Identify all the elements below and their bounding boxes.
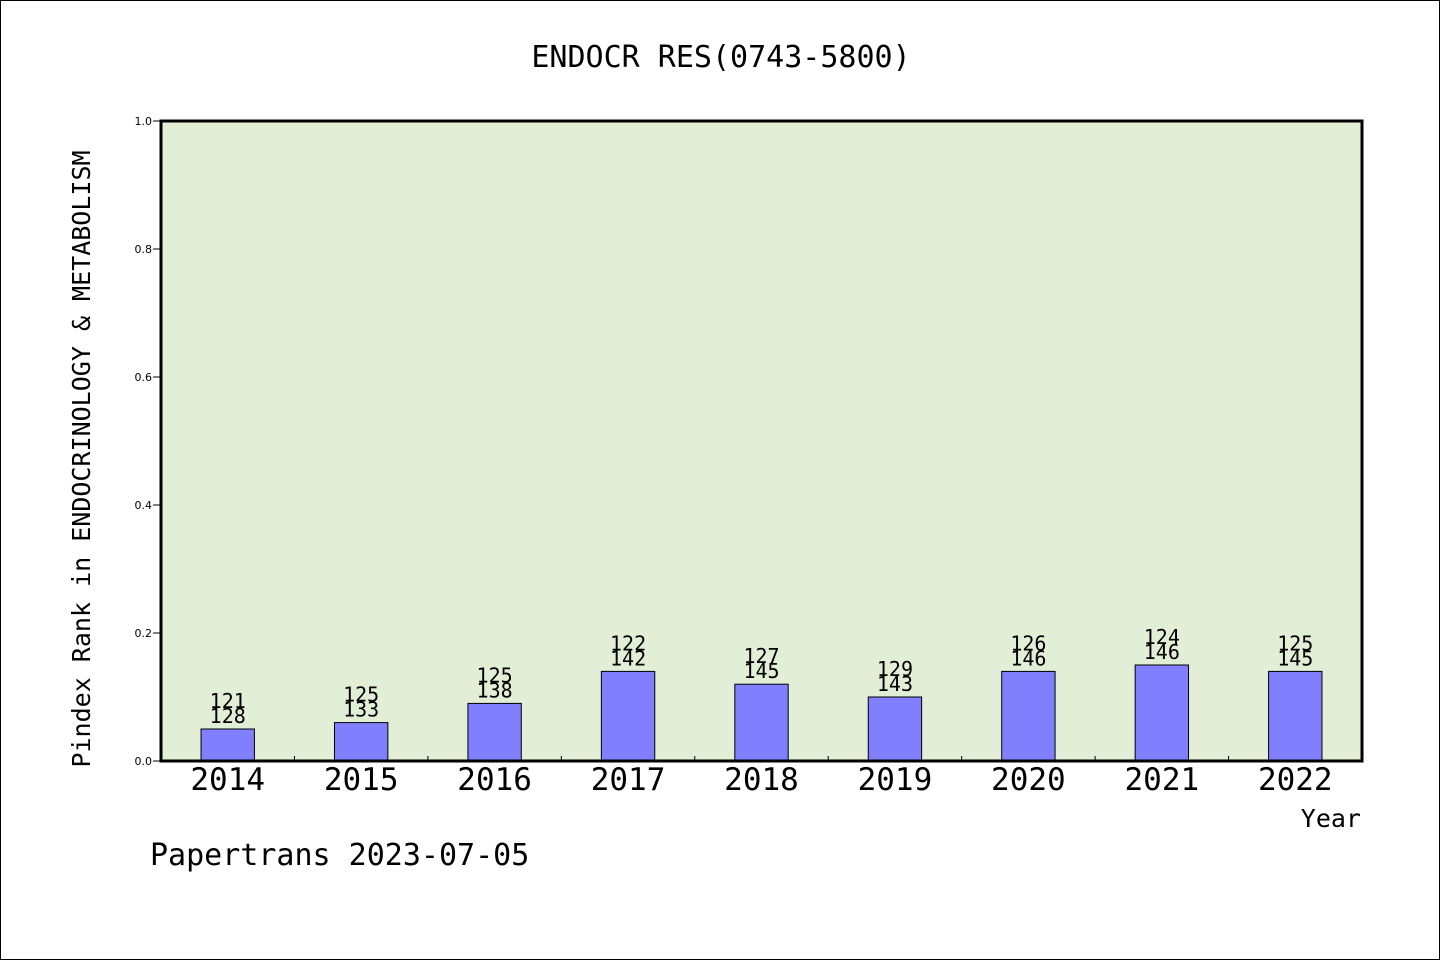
plot-area (161, 121, 1362, 761)
bar-label-total: 146 (1010, 646, 1046, 670)
bar-2021 (1134, 664, 1190, 762)
x-tick-label: 2019 (858, 762, 933, 798)
bar-label-total: 128 (210, 704, 246, 728)
x-tick-label: 2020 (991, 762, 1066, 798)
bar-2018 (734, 683, 789, 762)
bar-2022 (1268, 670, 1323, 762)
bar-label-total: 133 (343, 698, 379, 722)
x-tick-label: 2021 (1125, 762, 1200, 798)
y-axis-label: Pindex Rank in ENDOCRINOLOGY & METABOLIS… (67, 150, 96, 767)
x-tick-label: 2022 (1258, 762, 1333, 798)
bar-2015 (333, 722, 389, 762)
bar-label-rank: 122 (610, 631, 646, 655)
y-tick-label: 0.4 (135, 499, 153, 512)
y-axis: 0.0 0.2 0.4 0.6 0.8 1.0 (135, 115, 161, 768)
bar-label-total: 146 (1144, 640, 1180, 664)
y-tick-label: 0.6 (135, 371, 153, 384)
bar-2016 (467, 702, 522, 762)
bar-2014 (200, 728, 255, 762)
y-tick-label: 0.0 (135, 755, 153, 768)
bar-label-rank: 125 (343, 683, 379, 707)
x-tick-label: 2016 (457, 762, 532, 798)
y-tick-label: 0.2 (135, 627, 153, 640)
x-axis-label: Year (1301, 804, 1361, 833)
x-tick-label: 2015 (324, 762, 399, 798)
x-tick-label: 2018 (724, 762, 799, 798)
bar-label-rank: 125 (1277, 631, 1313, 655)
bar-2017 (600, 670, 656, 762)
bar-2019 (867, 696, 923, 762)
bar-label-total: 143 (877, 672, 913, 696)
bar-label-total: 138 (477, 678, 513, 702)
bar-label-total: 142 (610, 646, 646, 670)
footer-credit: Papertrans 2023-07-05 (150, 838, 529, 873)
bar-label-rank: 124 (1144, 625, 1180, 649)
bar-label-rank: 127 (743, 644, 779, 668)
bar-label-rank: 126 (1010, 631, 1046, 655)
bar-label-rank: 125 (477, 663, 513, 687)
bar-2020 (1001, 670, 1056, 762)
x-tick-label: 2017 (591, 762, 666, 798)
y-tick-label: 1.0 (135, 115, 153, 128)
chart-title: ENDOCR RES(0743-5800) (531, 40, 910, 75)
bar-label-total: 145 (743, 659, 779, 683)
x-axis: 2014 2015 2016 2017 2018 2019 2020 2021 2022 (190, 756, 1333, 798)
bar-label-rank: 121 (210, 689, 246, 713)
x-tick-label: 2014 (190, 762, 265, 798)
y-tick-label: 0.8 (135, 243, 153, 256)
bar-label-rank: 129 (877, 657, 913, 681)
bars-group (200, 664, 1323, 762)
plot-frame (159, 119, 1364, 763)
bar-label-total: 145 (1277, 646, 1313, 670)
